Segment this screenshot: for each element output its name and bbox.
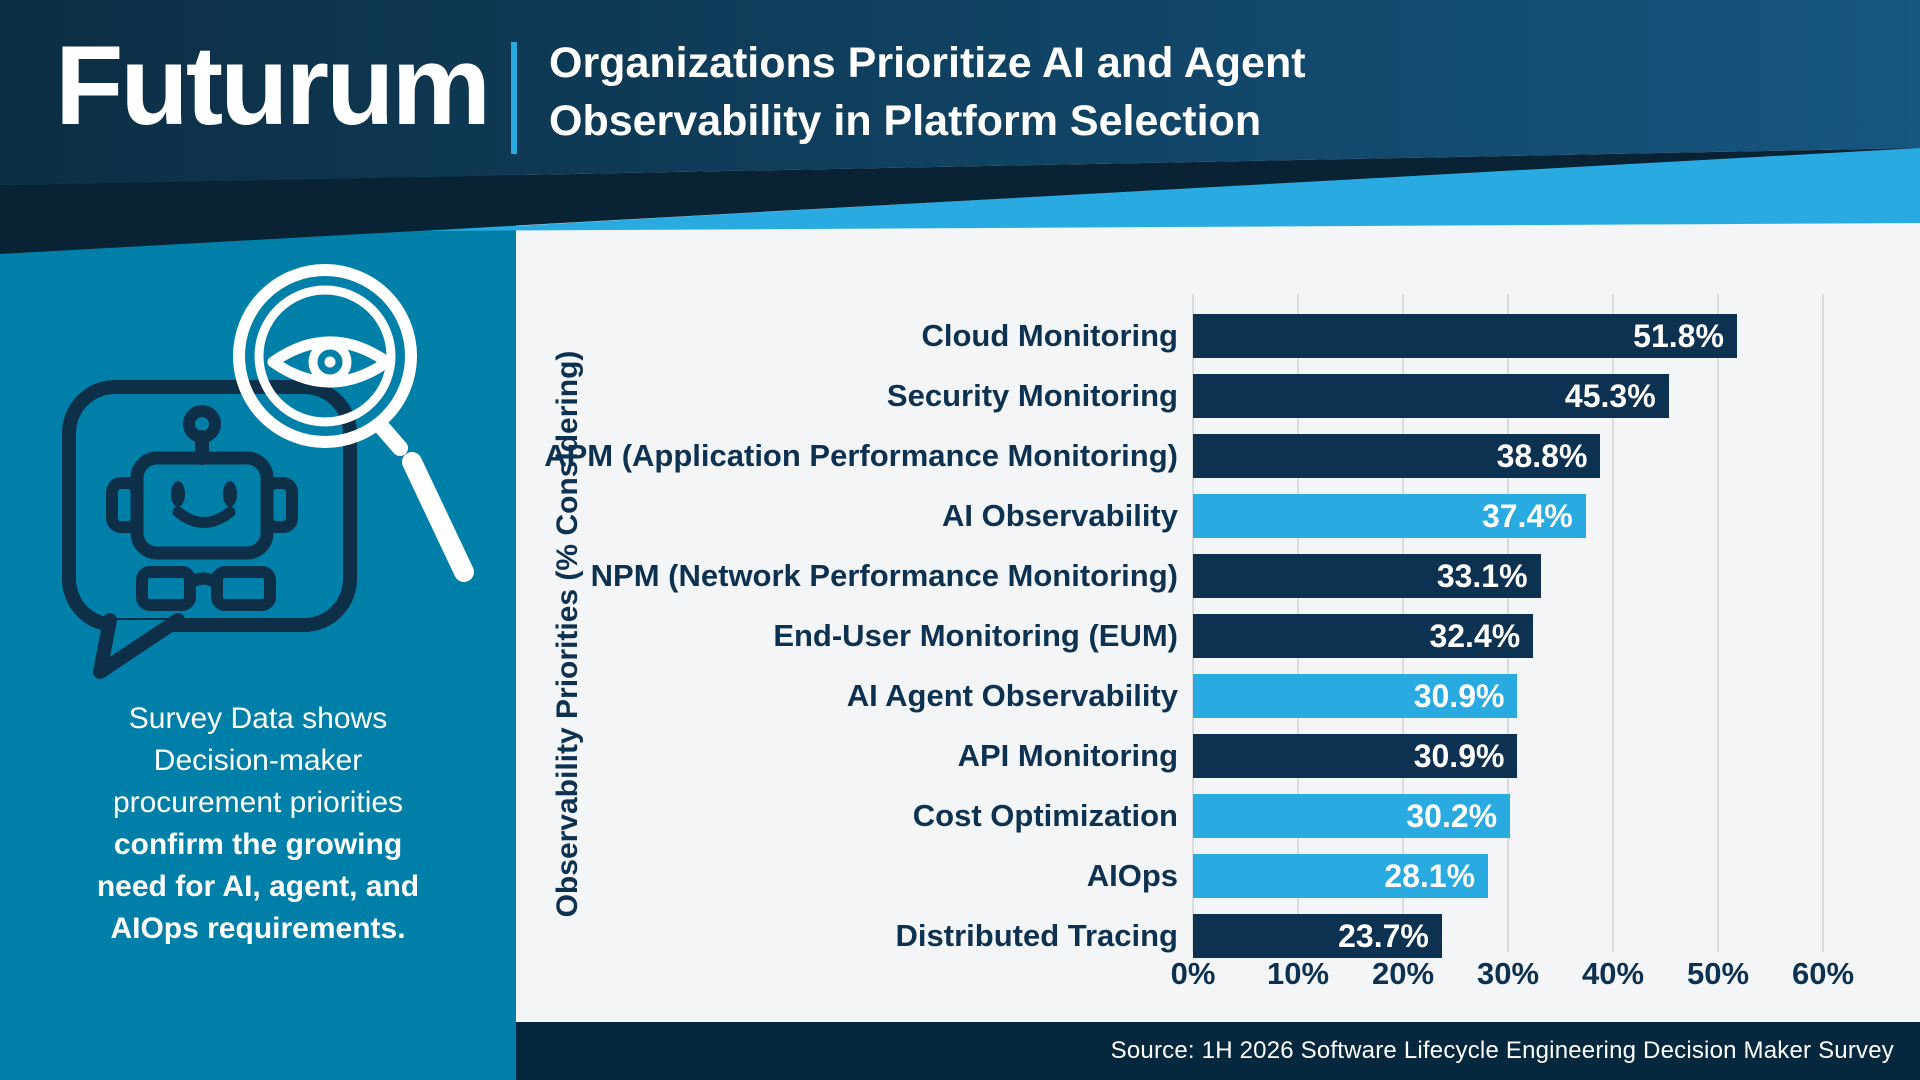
- robot-chat-bubble-icon: [62, 380, 357, 679]
- bar-track: 32.4%: [1193, 614, 1823, 658]
- bar: 30.2%: [1193, 794, 1511, 838]
- bar-track: 30.2%: [1193, 794, 1823, 838]
- brand-logo: Futurum: [55, 23, 491, 148]
- bar-category-label: API Monitoring: [957, 738, 1178, 773]
- bar-rows: Cloud Monitoring 51.8% Security Monitori…: [516, 306, 1920, 966]
- bar-value-label: 38.8%: [1496, 437, 1588, 474]
- bar-track: 33.1%: [1193, 554, 1823, 598]
- x-tick-label: 10%: [1266, 956, 1330, 991]
- header: Futurum Organizations Prioritize AI and …: [0, 0, 1920, 260]
- page-title-line1: Organizations Prioritize AI and Agent: [549, 39, 1306, 87]
- page-title: Organizations Prioritize AI and Agent Ob…: [549, 34, 1306, 150]
- bar: 23.7%: [1193, 914, 1442, 958]
- sidebar-caption: Survey Data shows Decision-maker procure…: [20, 698, 496, 950]
- bar-row: Security Monitoring 45.3%: [516, 366, 1920, 426]
- x-tick-label: 0%: [1170, 956, 1216, 991]
- bar-chart: Observability Priorities (% Considering)…: [516, 0, 1920, 1080]
- caption-line: procurement priorities: [112, 786, 404, 819]
- bar: 28.1%: [1193, 854, 1489, 898]
- bar-value-label: 51.8%: [1633, 317, 1724, 354]
- bar-track: 45.3%: [1193, 374, 1823, 418]
- bar-value-label: 23.7%: [1338, 917, 1429, 954]
- bar: 30.9%: [1193, 674, 1518, 718]
- bar-category-label: NPM (Network Performance Monitoring): [590, 558, 1178, 593]
- header-divider: [511, 42, 517, 154]
- bar-row: AIOps 28.1%: [516, 846, 1920, 906]
- bar-category-label: End-User Monitoring (EUM): [773, 618, 1178, 653]
- x-tick-label: 20%: [1371, 956, 1435, 991]
- bar-category-label: Distributed Tracing: [895, 918, 1178, 953]
- gridline: [1822, 294, 1824, 952]
- bar: 38.8%: [1193, 434, 1601, 478]
- bar-row: API Monitoring 30.9%: [516, 726, 1920, 786]
- bar-row: Cloud Monitoring 51.8%: [516, 306, 1920, 366]
- caption-line: need for AI, agent, and: [96, 870, 420, 903]
- bar-track: 28.1%: [1193, 854, 1823, 898]
- x-tick-label: 60%: [1791, 956, 1855, 991]
- bar-category-label: APM (Application Performance Monitoring): [544, 438, 1178, 473]
- bar: 33.1%: [1193, 554, 1541, 598]
- bar-category-label: AI Observability: [941, 498, 1178, 533]
- bar-track: 23.7%: [1193, 914, 1823, 958]
- gridline: [1612, 294, 1614, 952]
- bar-category-label: Cloud Monitoring: [921, 318, 1178, 353]
- bar-row: Distributed Tracing 23.7%: [516, 906, 1920, 966]
- bar: 32.4%: [1193, 614, 1534, 658]
- bar-value-label: 30.9%: [1413, 677, 1505, 714]
- bar-track: 38.8%: [1193, 434, 1823, 478]
- bar-value-label: 30.2%: [1406, 797, 1498, 834]
- bar-row: Cost Optimization 30.2%: [516, 786, 1920, 846]
- bar-value-label: 32.4%: [1429, 617, 1521, 654]
- bar-track: 30.9%: [1193, 734, 1823, 778]
- bar-row: APM (Application Performance Monitoring)…: [516, 426, 1920, 486]
- x-axis-ticks: 0% 10% 20% 30% 40% 50% 60%: [1171, 956, 1854, 996]
- bar-category-label: AIOps: [1086, 858, 1178, 893]
- bar-row: AI Agent Observability 30.9%: [516, 666, 1920, 726]
- bar-track: 51.8%: [1193, 314, 1823, 358]
- bar-category-label: AI Agent Observability: [846, 678, 1178, 713]
- x-tick-label: 40%: [1581, 956, 1645, 991]
- gridline: [1717, 294, 1719, 952]
- magnifier-eye-icon: [233, 264, 474, 582]
- bar-row: NPM (Network Performance Monitoring) 33.…: [516, 546, 1920, 606]
- sidebar: Survey Data shows Decision-maker procure…: [0, 0, 516, 1080]
- bar: 45.3%: [1193, 374, 1669, 418]
- bar-value-label: 33.1%: [1436, 557, 1528, 594]
- source-text: Source: 1H 2026 Software Lifecycle Engin…: [1110, 1037, 1894, 1064]
- caption-line: Decision-maker: [153, 744, 363, 777]
- x-tick-label: 50%: [1686, 956, 1750, 991]
- bar-row: End-User Monitoring (EUM) 32.4%: [516, 606, 1920, 666]
- bar-track: 30.9%: [1193, 674, 1823, 718]
- bar-value-label: 37.4%: [1481, 497, 1573, 534]
- bar-category-label: Security Monitoring: [886, 378, 1178, 413]
- caption-line: AIOps requirements.: [110, 912, 406, 945]
- bar: 37.4%: [1193, 494, 1586, 538]
- caption-line: Survey Data shows: [128, 702, 388, 735]
- bar-category-label: Cost Optimization: [912, 798, 1178, 833]
- bar-value-label: 28.1%: [1384, 857, 1476, 894]
- bar-value-label: 45.3%: [1564, 377, 1656, 414]
- bar-value-label: 30.9%: [1413, 737, 1505, 774]
- caption-line: confirm the growing: [113, 828, 403, 861]
- bar: 51.8%: [1193, 314, 1737, 358]
- bar: 30.9%: [1193, 734, 1518, 778]
- robot-magnifier-illustration: [62, 264, 474, 679]
- source-bar: Source: 1H 2026 Software Lifecycle Engin…: [516, 1022, 1920, 1080]
- bar-track: 37.4%: [1193, 494, 1823, 538]
- bar-row: AI Observability 37.4%: [516, 486, 1920, 546]
- x-tick-label: 30%: [1476, 956, 1540, 991]
- page-title-line2: Observability in Platform Selection: [549, 97, 1262, 145]
